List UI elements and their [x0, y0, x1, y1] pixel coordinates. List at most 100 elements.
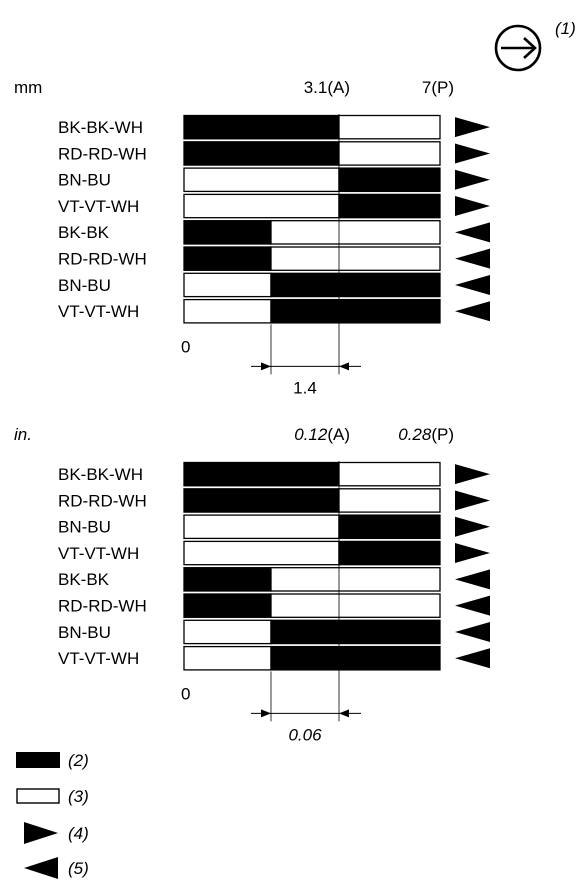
legend-label: (2): [68, 751, 89, 770]
contact-open-cell: [183, 619, 272, 645]
contact-open-cell: [338, 141, 441, 166]
wire-label: RD-RD-WH: [58, 144, 147, 163]
arrowhead-icon: [261, 362, 271, 371]
contact-closed-cell: [183, 220, 272, 245]
contact-open-cell: [270, 246, 441, 271]
left-triangle-icon: [455, 569, 490, 590]
dimension-label: 0.06: [288, 725, 322, 744]
contact-row: BN-BU: [58, 619, 490, 645]
legend-label: (4): [68, 824, 89, 843]
left-triangle-icon: [455, 621, 490, 642]
contact-open-cell: [183, 540, 340, 566]
unit-label: in.: [14, 425, 32, 444]
dimension-label: 1.4: [293, 378, 317, 397]
left-triangle-icon: [455, 274, 490, 295]
contact-row: BK-BK-WH: [58, 461, 490, 487]
left-triangle-icon: [455, 301, 490, 322]
contact-row: VT-VT-WH: [58, 193, 490, 219]
contact-open-cell: [338, 461, 441, 487]
dimension-arrow: [251, 709, 361, 718]
arrowhead-icon: [261, 709, 271, 718]
contact-closed-cell: [183, 488, 340, 513]
contact-closed-cell: [183, 141, 340, 166]
right-triangle-icon: [24, 822, 58, 844]
wire-label: BK-BK-WH: [58, 465, 143, 484]
wire-label: BN-BU: [58, 276, 111, 295]
contact-closed-cell: [270, 619, 441, 645]
left-triangle-icon: [455, 595, 490, 616]
contact-open-white-block-icon: [16, 788, 60, 804]
legend-label: (3): [68, 787, 89, 806]
contact-closed-cell: [338, 193, 441, 219]
section-in: in. 0.12(A) 0.28(P) BK-BK-WH RD-RD-WH BN-BU VT…: [14, 425, 490, 744]
right-triangle-icon: [455, 464, 490, 485]
direction-note-label: (1): [555, 19, 576, 38]
right-triangle-icon: [455, 117, 490, 138]
wire-label: VT-VT-WH: [58, 544, 139, 563]
right-triangle-icon: [455, 169, 490, 190]
contact-closed-cell: [338, 167, 441, 193]
contact-open-cell: [338, 488, 441, 513]
contact-closed-cell: [183, 114, 340, 140]
wire-label: VT-VT-WH: [58, 649, 139, 668]
wire-label: BK-BK: [58, 223, 110, 242]
contact-open-cell: [183, 645, 272, 671]
left-triangle-icon: [455, 222, 490, 243]
circle-outline: [494, 24, 542, 72]
arrow-head: [523, 37, 537, 59]
position-p-label: 0.28(P): [398, 425, 454, 444]
right-triangle-icon: [455, 490, 490, 511]
legend: (2) (3) (4) (5): [16, 751, 89, 879]
position-a-suffix: (A): [327, 78, 350, 97]
contact-closed-cell: [183, 246, 272, 271]
contact-row: BK-BK: [58, 567, 490, 592]
contact-row: RD-RD-WH: [58, 593, 490, 618]
contact-row: VT-VT-WH: [58, 298, 490, 324]
legend-label: (5): [68, 859, 89, 878]
legend-item: (4): [24, 822, 89, 844]
contact-row: RD-RD-WH: [58, 488, 490, 513]
position-a-label: 3.1(A): [304, 78, 350, 97]
position-a-suffix: (A): [327, 425, 350, 444]
position-p-suffix: (P): [431, 425, 454, 444]
position-p-value: 0.28: [398, 425, 432, 444]
contact-closed-cell: [270, 645, 441, 671]
left-triangle-icon: [455, 648, 490, 669]
contact-closed-cell: [183, 461, 340, 487]
contact-open-cell: [183, 272, 272, 298]
contact-open-cell: [270, 567, 441, 592]
position-a-label: 0.12(A): [294, 425, 350, 444]
contact-row: RD-RD-WH: [58, 246, 490, 271]
zero-label: 0: [181, 684, 190, 703]
contact-closed-cell: [183, 567, 272, 592]
legend-item: (2): [16, 751, 89, 770]
contact-row: BN-BU: [58, 167, 490, 193]
wire-label: BK-BK: [58, 570, 110, 589]
wire-label: VT-VT-WH: [58, 302, 139, 321]
wire-label: RD-RD-WH: [58, 250, 147, 269]
contact-row: BK-BK: [58, 220, 490, 245]
contact-row: BN-BU: [58, 272, 490, 298]
unit-label: mm: [14, 78, 42, 97]
right-triangle-icon: [455, 143, 490, 164]
wire-label: BN-BU: [58, 171, 111, 190]
wire-label: RD-RD-WH: [58, 597, 147, 616]
contact-row: RD-RD-WH: [58, 141, 490, 166]
contact-open-cell: [270, 220, 441, 245]
wire-label: VT-VT-WH: [58, 197, 139, 216]
contact-open-cell: [183, 298, 272, 324]
position-p-value: 7: [422, 78, 431, 97]
contact-closed-cell: [270, 298, 441, 324]
contact-open-cell: [183, 167, 340, 193]
dimension-arrow: [251, 362, 361, 371]
contact-row: BN-BU: [58, 514, 490, 540]
legend-item: (3): [16, 787, 89, 806]
position-a-value: 3.1: [304, 78, 328, 97]
contact-closed-cell: [183, 593, 272, 618]
contact-open-cell: [338, 114, 441, 140]
contact-open-cell: [183, 514, 340, 540]
left-triangle-icon: [455, 248, 490, 269]
wire-label: BN-BU: [58, 518, 111, 537]
arrowhead-icon: [339, 709, 349, 718]
contact-open-cell: [270, 593, 441, 618]
